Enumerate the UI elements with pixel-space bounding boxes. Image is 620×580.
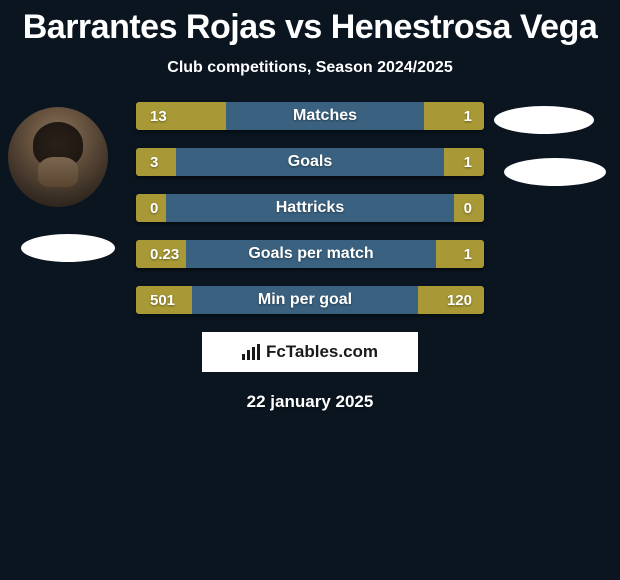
stat-label: Matches (226, 102, 424, 130)
stat-row-matches: 13 Matches 1 (136, 102, 484, 130)
stat-right-value: 0 (454, 194, 484, 222)
stat-left-value: 0.23 (136, 240, 186, 268)
stat-left-value: 3 (136, 148, 176, 176)
player-right-club-logo (504, 158, 606, 186)
stat-right-value: 120 (418, 286, 484, 314)
stat-right-value: 1 (444, 148, 484, 176)
stat-label: Goals per match (186, 240, 436, 268)
stat-label: Min per goal (192, 286, 418, 314)
player-right-avatar (494, 106, 594, 134)
player-left-avatar (8, 107, 108, 207)
player-left-club-logo (21, 234, 115, 262)
stat-row-hattricks: 0 Hattricks 0 (136, 194, 484, 222)
stat-label: Hattricks (166, 194, 454, 222)
stat-row-min-per-goal: 501 Min per goal 120 (136, 286, 484, 314)
comparison-content: 13 Matches 1 3 Goals 1 0 Hattricks 0 0.2… (0, 102, 620, 412)
chart-icon (242, 344, 262, 360)
page-title: Barrantes Rojas vs Henestrosa Vega (0, 0, 620, 47)
stat-row-goals: 3 Goals 1 (136, 148, 484, 176)
footer-brand-text: FcTables.com (266, 342, 378, 362)
stats-container: 13 Matches 1 3 Goals 1 0 Hattricks 0 0.2… (136, 102, 484, 314)
stat-left-value: 0 (136, 194, 166, 222)
stat-row-goals-per-match: 0.23 Goals per match 1 (136, 240, 484, 268)
stat-right-value: 1 (424, 102, 484, 130)
stat-left-value: 501 (136, 286, 192, 314)
stat-label: Goals (176, 148, 444, 176)
subtitle: Club competitions, Season 2024/2025 (0, 59, 620, 77)
stat-right-value: 1 (436, 240, 484, 268)
date-text: 22 january 2025 (0, 392, 620, 412)
stat-left-value: 13 (136, 102, 226, 130)
footer-brand-logo: FcTables.com (202, 332, 418, 372)
